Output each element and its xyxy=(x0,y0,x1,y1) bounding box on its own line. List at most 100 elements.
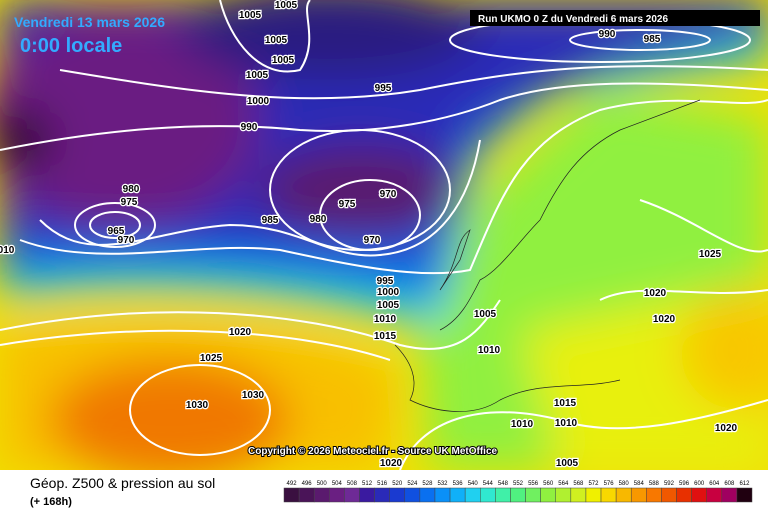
scale-label: 532 xyxy=(438,481,449,487)
scale-swatch xyxy=(480,487,496,503)
isobar-label: 975 xyxy=(339,199,356,210)
scale-label: 556 xyxy=(528,481,539,487)
isobar-label: 1010 xyxy=(478,345,501,356)
isobar-label: 980 xyxy=(310,214,327,225)
scale-swatch xyxy=(615,487,632,503)
isobar-label: 1005 xyxy=(377,300,400,311)
footer-lead: (+ 168h) xyxy=(30,496,72,508)
scale-swatch xyxy=(374,487,390,503)
isobar-label: 985 xyxy=(262,215,279,226)
scale-label: 496 xyxy=(302,481,313,487)
isobar-label: 1005 xyxy=(474,309,497,320)
scale-label: 592 xyxy=(664,481,675,487)
scale-label: 612 xyxy=(739,481,750,487)
scale-swatch xyxy=(540,487,556,503)
scale-label: 492 xyxy=(287,481,298,487)
isobar-label: 965 xyxy=(108,226,125,237)
isobar-label: 1005 xyxy=(556,458,579,469)
scale-swatch xyxy=(721,487,738,503)
scale-swatch xyxy=(570,487,587,503)
scale-label: 548 xyxy=(498,481,509,487)
isobar-label: 985 xyxy=(644,34,661,45)
scale-label: 528 xyxy=(422,481,433,487)
scale-swatch xyxy=(646,487,662,503)
scale-label: 596 xyxy=(679,481,690,487)
scale-swatch xyxy=(585,487,602,503)
color-scale: 492 496 500 504 508 512 516 520 524 528 532 536 540 5… xyxy=(283,481,753,503)
scale-label: 552 xyxy=(513,481,524,487)
scale-swatch xyxy=(676,487,692,503)
scale-label: 600 xyxy=(694,481,705,487)
isobar-label: 970 xyxy=(364,235,381,246)
isobar-label: 1020 xyxy=(380,458,403,469)
scale-swatch xyxy=(525,487,541,503)
scale-label: 516 xyxy=(377,481,388,487)
scale-swatch xyxy=(600,487,617,503)
isobar-label: 010 xyxy=(0,245,15,256)
isobar-label: 1005 xyxy=(275,0,298,11)
scale-swatch xyxy=(359,487,375,503)
isobar-label: 1025 xyxy=(699,249,722,260)
scale-swatch xyxy=(298,487,315,503)
coastlines xyxy=(394,99,701,412)
scale-swatch xyxy=(464,487,481,503)
isobar-label: 1025 xyxy=(200,353,223,364)
scale-label: 560 xyxy=(543,481,554,487)
scale-label: 604 xyxy=(709,481,720,487)
scale-swatch xyxy=(313,487,330,503)
isobar-label: 1005 xyxy=(272,55,295,66)
scale-swatch xyxy=(510,487,526,503)
scale-swatch xyxy=(630,487,647,503)
isobar-label: 975 xyxy=(121,197,138,208)
isobar-label: 1005 xyxy=(239,10,262,21)
scale-swatch xyxy=(329,487,345,503)
time-label: 0:00 locale xyxy=(20,35,122,57)
isobar-label: 1005 xyxy=(246,70,269,81)
scale-label: 540 xyxy=(468,481,479,487)
run-box xyxy=(470,10,760,26)
scale-swatch xyxy=(691,487,707,503)
isobar-label: 990 xyxy=(599,29,616,40)
isobar-label: 1020 xyxy=(644,288,667,299)
scale-label: 500 xyxy=(317,481,328,487)
isobars xyxy=(0,0,768,470)
scale-label: 564 xyxy=(558,481,569,487)
scale-swatch xyxy=(706,487,723,503)
isobar-label: 1010 xyxy=(555,418,578,429)
scale-label: 584 xyxy=(634,481,645,487)
scale-label: 588 xyxy=(649,481,660,487)
scale-swatch xyxy=(736,487,753,503)
isobar-label: 995 xyxy=(377,276,394,287)
footer-title: Géop. Z500 & pression au sol xyxy=(30,475,215,491)
scale-label: 608 xyxy=(724,481,735,487)
isobar-label: 995 xyxy=(375,83,392,94)
scale-label: 576 xyxy=(604,481,615,487)
scale-label: 544 xyxy=(483,481,494,487)
isobar-label: 1010 xyxy=(374,314,397,325)
scale-label: 568 xyxy=(573,481,584,487)
isobar-label: 1030 xyxy=(242,390,265,401)
scale-swatch xyxy=(449,487,466,503)
isobar-label: 980 xyxy=(123,184,140,195)
scale-label: 508 xyxy=(347,481,358,487)
isobar-label: 1030 xyxy=(186,400,209,411)
date-label: Vendredi 13 mars 2026 xyxy=(14,14,165,30)
scale-swatch xyxy=(404,487,421,503)
isobar-label: 1000 xyxy=(377,287,400,298)
scale-label: 580 xyxy=(619,481,630,487)
isobar-label: 1020 xyxy=(229,327,252,338)
isobar-label: 970 xyxy=(380,189,397,200)
isobar-label: 1015 xyxy=(374,331,397,342)
scale-label: 520 xyxy=(392,481,403,487)
scale-swatch xyxy=(389,487,406,503)
scale-label: 536 xyxy=(453,481,464,487)
isobar-label: 1010 xyxy=(511,419,534,430)
scale-swatch xyxy=(344,487,360,503)
scale-label: 524 xyxy=(407,481,418,487)
isobar-label: 1000 xyxy=(247,96,270,107)
copyright: Copyright © 2026 Meteociel.fr - Source U… xyxy=(248,446,498,457)
scale-swatch xyxy=(419,487,436,503)
scale-swatch xyxy=(434,487,451,503)
